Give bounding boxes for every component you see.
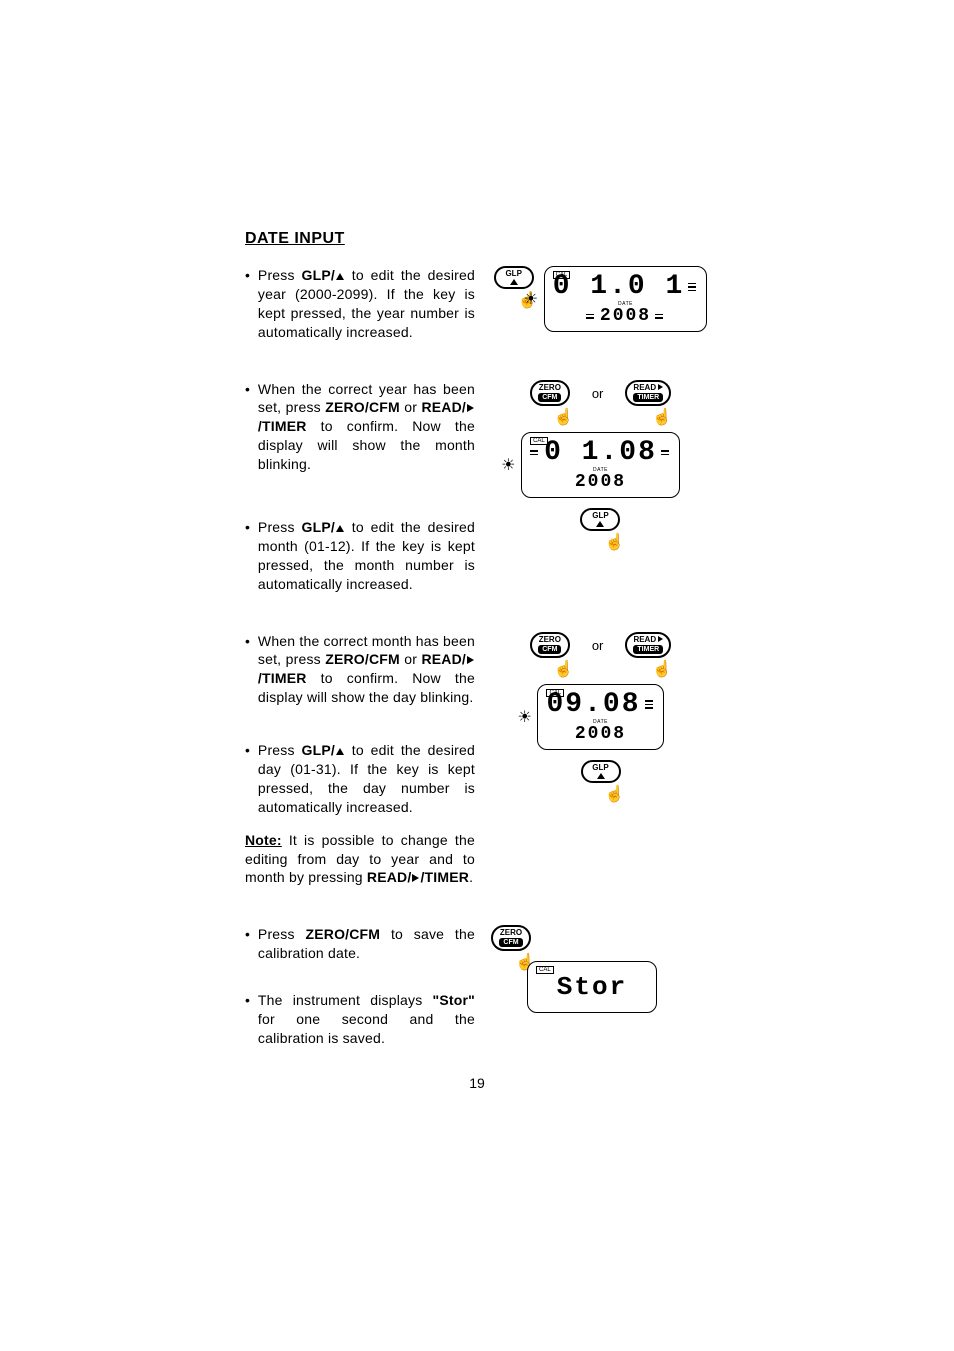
bullet-3: • Press GLP/ to edit the desired month (… — [245, 518, 475, 594]
hand-icon: ☝ — [605, 535, 625, 551]
lcd-display: CAL 0 1.08 DATE 2008 — [521, 432, 680, 498]
hand-icon: ☝ — [554, 410, 574, 426]
zero-cfm-button: ZEROCFM ☝ — [530, 380, 570, 422]
sun-icon: ☀ — [517, 707, 531, 727]
figure-3: ZEROCFM ☝ or READTIMER ☝ ☀ CAL 09.08 — [475, 632, 714, 799]
bullet-1: • Press GLP/ to edit the desired year (2… — [245, 266, 475, 342]
hand-icon: ☝ — [652, 410, 672, 426]
lcd-year: 2008 — [600, 307, 651, 325]
lcd-year: 2008 — [575, 725, 626, 743]
glp-button: GLP ☝ — [581, 760, 621, 799]
lcd-display: CAL Stor — [527, 961, 657, 1013]
zero-cfm-button: ZEROCFM ☝ — [491, 925, 531, 967]
read-timer-button: READTIMER ☝ — [625, 632, 671, 674]
lcd-main: Stor — [557, 974, 627, 1000]
lcd-display: CAL 0 1.0 1 DATE 2008 — [544, 266, 708, 332]
bullet-6: • Press ZERO/CFM to save the calibration… — [245, 925, 475, 963]
zero-cfm-button: ZEROCFM ☝ — [530, 632, 570, 674]
triangle-up-icon — [597, 773, 605, 779]
bullet-4: • When the correct month has been set, p… — [245, 632, 475, 708]
row-month-confirm: • When the correct month has been set, p… — [245, 632, 714, 902]
bullet-text: Press GLP/ to edit the desired year (200… — [258, 266, 475, 342]
row-save: • Press ZERO/CFM to save the calibration… — [245, 925, 714, 1061]
sun-icon: ☀ — [501, 455, 515, 475]
lcd-year: 2008 — [575, 473, 626, 491]
hand-icon: ☝ — [605, 787, 625, 803]
bullet-dot: • — [245, 266, 250, 342]
bullet-2: • When the correct year has been set, pr… — [245, 380, 475, 474]
triangle-up-icon — [596, 521, 604, 527]
triangle-right-icon — [658, 384, 663, 390]
triangle-up-icon — [510, 279, 518, 285]
or-text: or — [592, 632, 604, 653]
figure-4: ZEROCFM ☝ CAL Stor — [475, 925, 714, 1013]
figure-2: ZEROCFM ☝ or READTIMER ☝ ☀ CAL 0 1.08 — [475, 380, 714, 547]
triangle-up-icon — [336, 748, 344, 755]
triangle-right-icon — [467, 656, 474, 664]
glp-button: GLP ☝ — [580, 508, 620, 547]
triangle-up-icon — [336, 273, 344, 280]
sun-icon: ☀ — [524, 289, 538, 309]
triangle-up-icon — [336, 525, 344, 532]
triangle-right-icon — [412, 874, 419, 882]
lcd-display: CAL 09.08 DATE 2008 — [537, 684, 663, 750]
or-text: or — [592, 380, 604, 401]
page-number: 19 — [0, 1075, 954, 1091]
lcd-main: 0 1.0 1 — [553, 273, 685, 301]
triangle-right-icon — [658, 636, 663, 642]
bullet-5: • Press GLP/ to edit the desired day (01… — [245, 741, 475, 817]
lcd-main: 0 1.08 — [544, 439, 657, 467]
row-year-edit: • Press GLP/ to edit the desired year (2… — [245, 266, 714, 356]
triangle-right-icon — [467, 404, 474, 412]
row-year-confirm: • When the correct year has been set, pr… — [245, 380, 714, 608]
section-heading: DATE INPUT — [245, 230, 714, 248]
bullet-7: • The instrument displays "Stor" for one… — [245, 991, 475, 1048]
figure-1: GLP ☝ ☀ CAL 0 1.0 1 DATE 2008 — [475, 266, 714, 332]
note: Note: It is possible to change the editi… — [245, 831, 475, 888]
read-timer-button: READTIMER ☝ — [625, 380, 671, 422]
hand-icon: ☝ — [652, 662, 672, 678]
hand-icon: ☝ — [554, 662, 574, 678]
